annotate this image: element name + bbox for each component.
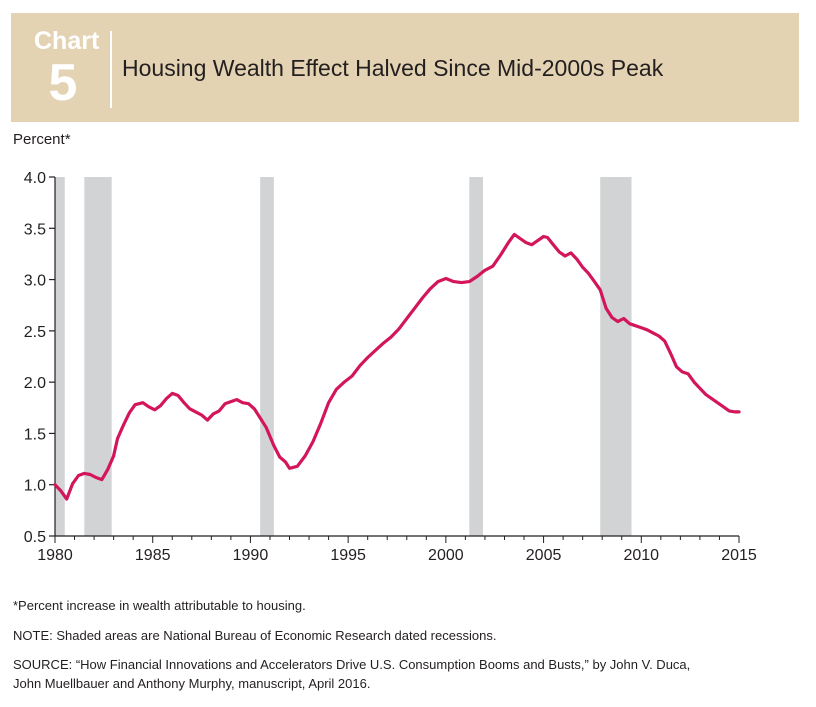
x-tick-label: 1980 <box>37 547 73 564</box>
x-tick-label: 2010 <box>623 547 659 564</box>
y-tick-label: 1.5 <box>24 426 46 443</box>
source-line-1: SOURCE: “How Financial Innovations and A… <box>13 657 691 672</box>
x-tick-label: 2005 <box>526 547 562 564</box>
y-tick-label: 2.5 <box>24 324 46 341</box>
recession-band <box>55 177 65 536</box>
x-tick-label: 1990 <box>233 547 269 564</box>
chart-badge-number: 5 <box>48 54 78 112</box>
y-tick-label: 3.0 <box>24 273 46 290</box>
chart-header: Chart 5 Housing Wealth Effect Halved Sin… <box>11 13 799 122</box>
housing-wealth-effect-line <box>53 232 741 501</box>
recession-note: NOTE: Shaded areas are National Bureau o… <box>13 628 497 643</box>
x-tick-label: 1995 <box>330 547 366 564</box>
y-tick-label: 2.0 <box>24 375 46 392</box>
recession-band <box>260 177 274 536</box>
recession-band <box>469 177 483 536</box>
source-note: SOURCE: “How Financial Innovations and A… <box>13 655 690 693</box>
y-tick-label: 0.5 <box>24 529 46 546</box>
y-tick-label: 4.0 <box>24 170 46 187</box>
x-tick-label: 2015 <box>721 547 757 564</box>
footnote: *Percent increase in wealth attributable… <box>13 598 306 613</box>
chart-badge-word: Chart <box>34 27 100 55</box>
recession-band <box>600 177 632 536</box>
x-tick-label: 1985 <box>135 547 171 564</box>
recession-band <box>84 177 112 536</box>
header-divider <box>110 31 112 108</box>
y-tick-label: 3.5 <box>24 221 46 238</box>
y-tick-label: 1.0 <box>24 478 46 495</box>
y-axis-unit-label: Percent* <box>13 131 71 148</box>
x-tick-label: 2000 <box>428 547 464 564</box>
chart-title: Housing Wealth Effect Halved Since Mid-2… <box>122 55 664 81</box>
line-chart: 0.5 1.0 1.5 2.0 2.5 3.0 3.5 4.0 1980 1985 1990 1995… <box>24 170 757 564</box>
source-line-2: John Muellbauer and Anthony Murphy, manu… <box>13 676 371 691</box>
